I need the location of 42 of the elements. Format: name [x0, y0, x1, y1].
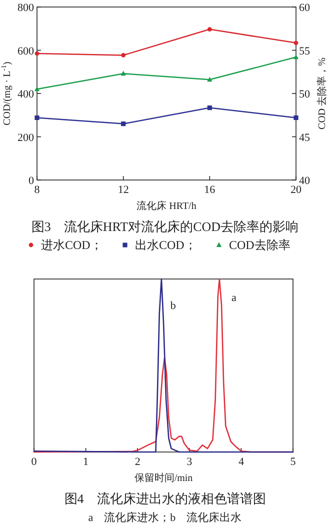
point	[294, 115, 298, 120]
y2-axis-title: COD 去除率，%	[316, 58, 328, 130]
series-label: a	[231, 292, 236, 304]
point	[34, 115, 40, 120]
point	[207, 27, 212, 32]
x-tick-label: 1	[83, 456, 89, 468]
y2-tick-label: 60	[299, 2, 310, 14]
x-tick-label: 12	[118, 184, 129, 196]
y2-tick-label: 45	[299, 132, 310, 144]
y2-tick-label: 55	[299, 45, 310, 58]
point	[34, 51, 40, 56]
point	[207, 76, 212, 82]
point	[120, 70, 126, 76]
x-tick-label: 2	[134, 456, 140, 468]
y-tick-label: 0	[28, 175, 34, 187]
x-tick-label: 8	[34, 184, 40, 196]
x-tick-label: 5	[290, 456, 296, 468]
point	[293, 54, 299, 60]
text: a 流化床进水；b 流化床出水	[88, 511, 242, 524]
y-tick-label: 400	[18, 88, 34, 100]
y2-tick-label: 40	[299, 175, 310, 187]
x-tick-label: 3	[186, 456, 193, 468]
y-tick-label: 800	[18, 2, 34, 14]
x-tick-label: 4	[238, 456, 244, 468]
series-label: b	[170, 300, 176, 312]
x-axis-title: 流化床 HRT/h	[136, 200, 196, 212]
legend-label: 出水COD；	[135, 238, 196, 252]
y-tick-label: 200	[18, 132, 34, 144]
point	[121, 53, 126, 58]
x-tick-label: 16	[204, 184, 216, 196]
point	[34, 86, 40, 92]
point	[121, 121, 126, 126]
y2-tick-label: 50	[299, 88, 310, 100]
text: 图3 流化床HRT对流化床的COD去除率的影响	[31, 219, 299, 234]
text: 图4 流化床进出水的液相色谱谱图	[64, 491, 266, 506]
y-tick-label: 600	[18, 45, 34, 58]
legend-label: 进水COD；	[41, 238, 102, 252]
x-axis-title: 保留时间/min	[134, 472, 193, 484]
point	[294, 40, 298, 46]
point	[207, 105, 212, 110]
legend-label: COD去除率	[229, 238, 290, 252]
x-tick-label: 20	[290, 184, 302, 196]
